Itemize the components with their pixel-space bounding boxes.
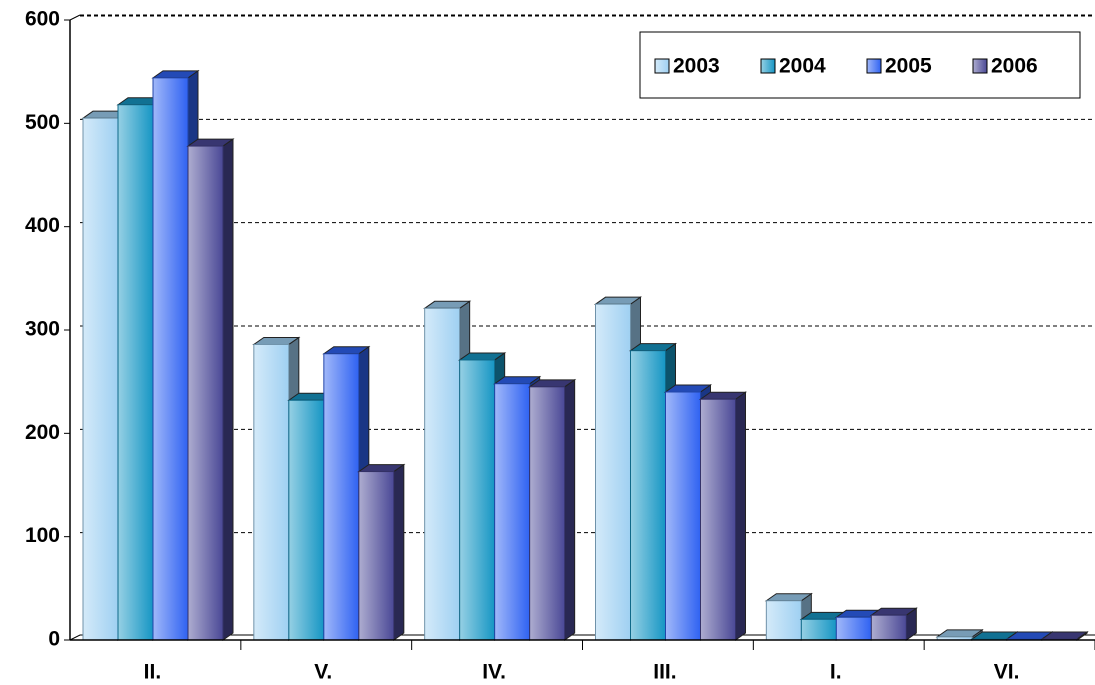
bar	[595, 303, 631, 641]
bar-side	[222, 138, 234, 641]
x-tick-label: II.	[144, 661, 162, 684]
y-tick-label: 100	[25, 524, 60, 547]
bar-side	[393, 463, 405, 641]
bar	[529, 386, 566, 641]
bar	[424, 307, 461, 641]
y-tick-label: 300	[25, 318, 60, 341]
bar	[494, 383, 531, 641]
bar	[288, 399, 325, 641]
legend-label: 2006	[991, 55, 1038, 78]
x-tick-label: VI.	[994, 661, 1020, 684]
bar	[82, 117, 119, 641]
bar	[253, 343, 290, 641]
legend-swatch	[866, 58, 882, 74]
legend-label: 2004	[779, 55, 826, 78]
bar	[358, 471, 395, 641]
legend: 2003 2004 2005 2006	[639, 31, 1081, 99]
x-tick-label: III.	[653, 661, 676, 684]
bar	[870, 614, 907, 641]
bar	[459, 359, 496, 641]
y-tick-label: 500	[25, 111, 60, 134]
bar	[700, 398, 736, 641]
legend-swatch	[654, 58, 670, 74]
bar	[152, 77, 189, 641]
bar	[323, 353, 360, 641]
legend-swatch	[972, 58, 988, 74]
y-tick-label: 600	[25, 8, 60, 31]
legend-label: 2003	[673, 55, 720, 78]
y-tick-label: 0	[48, 628, 60, 651]
floor	[69, 634, 1095, 641]
legend-swatch	[760, 58, 776, 74]
x-tick-label: I.	[830, 661, 842, 684]
x-tick-label: V.	[314, 661, 332, 684]
bar-side	[735, 391, 746, 641]
bar	[765, 600, 802, 641]
bar	[187, 145, 224, 641]
bar	[665, 391, 701, 641]
y-tick-label: 400	[25, 214, 60, 237]
y-tick-label: 200	[25, 421, 60, 444]
bar	[800, 618, 837, 641]
bar-side	[564, 378, 576, 641]
legend-box	[639, 31, 1081, 99]
bar	[117, 104, 154, 641]
bar	[835, 616, 872, 641]
y-axis-back	[69, 14, 81, 21]
legend-label: 2005	[885, 55, 932, 78]
x-tick-label: IV.	[482, 661, 506, 684]
bar	[630, 350, 666, 641]
